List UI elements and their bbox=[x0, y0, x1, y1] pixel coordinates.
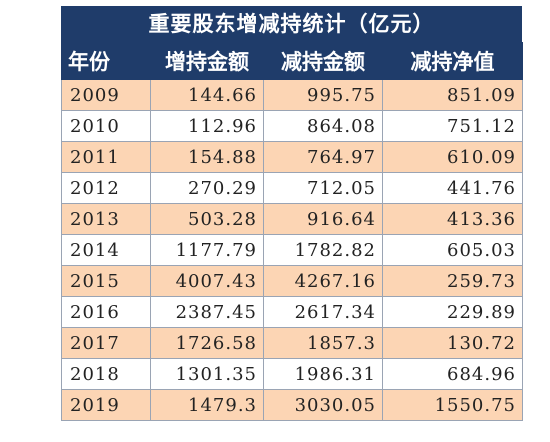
cell-decrease-amount: 995.75 bbox=[263, 79, 383, 111]
cell-year: 2015 bbox=[61, 265, 151, 297]
cell-net-decrease: 413.36 bbox=[382, 203, 523, 235]
cell-year: 2010 bbox=[61, 110, 151, 142]
cell-year: 2017 bbox=[61, 327, 151, 359]
table-body: 2009 144.66 995.75 851.09 2010 112.96 864.08 75… bbox=[61, 79, 523, 421]
cell-increase-amount: 1301.35 bbox=[150, 358, 264, 390]
cell-year: 2016 bbox=[61, 296, 151, 328]
cell-decrease-amount: 3030.05 bbox=[263, 389, 383, 421]
cell-increase-amount: 112.96 bbox=[150, 110, 264, 142]
cell-decrease-amount: 864.08 bbox=[263, 110, 383, 142]
column-header-decrease: 减持金额 bbox=[263, 42, 383, 80]
cell-increase-amount: 2387.45 bbox=[150, 296, 264, 328]
cell-net-decrease: 130.72 bbox=[382, 327, 523, 359]
cell-increase-amount: 154.88 bbox=[150, 141, 264, 173]
cell-year: 2013 bbox=[61, 203, 151, 235]
cell-net-decrease: 229.89 bbox=[382, 296, 523, 328]
cell-decrease-amount: 916.64 bbox=[263, 203, 383, 235]
table-row: 2011 154.88 764.97 610.09 bbox=[61, 141, 523, 173]
data-table: 年份 增持金额 减持金额 减持净值 2009 144.66 995.75 851.09… bbox=[61, 42, 523, 421]
cell-year: 2011 bbox=[61, 141, 151, 173]
table-row: 2018 1301.35 1986.31 684.96 bbox=[61, 358, 523, 390]
cell-increase-amount: 144.66 bbox=[150, 79, 264, 111]
table-row: 2012 270.29 712.05 441.76 bbox=[61, 172, 523, 204]
cell-increase-amount: 503.28 bbox=[150, 203, 264, 235]
table-row: 2009 144.66 995.75 851.09 bbox=[61, 79, 523, 111]
cell-net-decrease: 441.76 bbox=[382, 172, 523, 204]
cell-net-decrease: 851.09 bbox=[382, 79, 523, 111]
cell-decrease-amount: 2617.34 bbox=[263, 296, 383, 328]
header-row: 年份 增持金额 减持金额 减持净值 bbox=[61, 42, 523, 80]
cell-increase-amount: 270.29 bbox=[150, 172, 264, 204]
cell-increase-amount: 1479.3 bbox=[150, 389, 264, 421]
cell-decrease-amount: 1782.82 bbox=[263, 234, 383, 266]
cell-net-decrease: 1550.75 bbox=[382, 389, 523, 421]
cell-decrease-amount: 1857.3 bbox=[263, 327, 383, 359]
cell-net-decrease: 259.73 bbox=[382, 265, 523, 297]
cell-net-decrease: 610.09 bbox=[382, 141, 523, 173]
cell-increase-amount: 1177.79 bbox=[150, 234, 264, 266]
column-header-net-decrease: 减持净值 bbox=[382, 42, 523, 80]
table-title: 重要股东增减持统计（亿元） bbox=[61, 6, 522, 42]
table-row: 2017 1726.58 1857.3 130.72 bbox=[61, 327, 523, 359]
cell-year: 2009 bbox=[61, 79, 151, 111]
table-row: 2013 503.28 916.64 413.36 bbox=[61, 203, 523, 235]
table-row: 2016 2387.45 2617.34 229.89 bbox=[61, 296, 523, 328]
cell-decrease-amount: 1986.31 bbox=[263, 358, 383, 390]
cell-net-decrease: 605.03 bbox=[382, 234, 523, 266]
table-row: 2010 112.96 864.08 751.12 bbox=[61, 110, 523, 142]
cell-increase-amount: 4007.43 bbox=[150, 265, 264, 297]
table-row: 2019 1479.3 3030.05 1550.75 bbox=[61, 389, 523, 421]
cell-net-decrease: 684.96 bbox=[382, 358, 523, 390]
spreadsheet-table: 重要股东增减持统计（亿元） 年份 增持金额 减持金额 减持净值 2009 144.… bbox=[61, 6, 523, 438]
cell-year: 2014 bbox=[61, 234, 151, 266]
cell-increase-amount: 1726.58 bbox=[150, 327, 264, 359]
column-header-year: 年份 bbox=[61, 42, 151, 80]
table-row: 2014 1177.79 1782.82 605.03 bbox=[61, 234, 523, 266]
cell-year: 2019 bbox=[61, 389, 151, 421]
cell-decrease-amount: 712.05 bbox=[263, 172, 383, 204]
cell-decrease-amount: 4267.16 bbox=[263, 265, 383, 297]
cell-year: 2012 bbox=[61, 172, 151, 204]
cell-decrease-amount: 764.97 bbox=[263, 141, 383, 173]
cell-year: 2018 bbox=[61, 358, 151, 390]
table-row: 2015 4007.43 4267.16 259.73 bbox=[61, 265, 523, 297]
column-header-increase: 增持金额 bbox=[150, 42, 264, 80]
cell-net-decrease: 751.12 bbox=[382, 110, 523, 142]
